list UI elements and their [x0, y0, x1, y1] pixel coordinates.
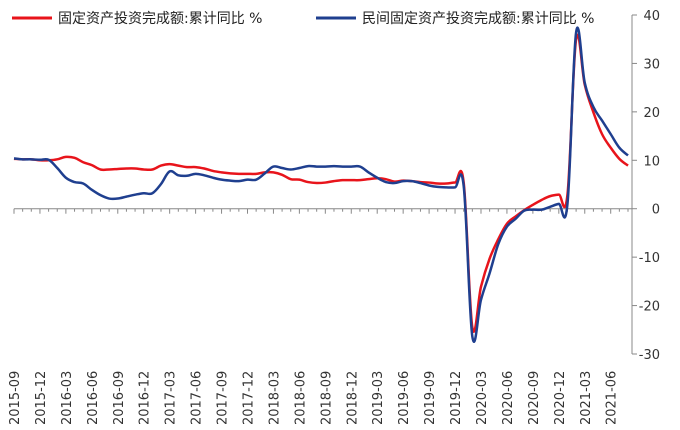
x-tick-label: 2018-12 — [345, 371, 360, 425]
y-tick-label: 0 — [652, 203, 660, 218]
y-tick-label: 20 — [643, 106, 660, 121]
x-tick-label: 2015-09 — [8, 371, 23, 425]
x-tick-label: 2016-09 — [112, 371, 127, 425]
x-tick-label: 2015-12 — [34, 371, 49, 425]
y-tick-label: -10 — [639, 251, 660, 266]
series-line-private-fixed-asset-investment — [13, 26, 629, 343]
series-lines — [13, 26, 629, 343]
x-tick-label: 2021-06 — [605, 371, 620, 425]
x-tick-label: 2020-06 — [501, 371, 516, 425]
x-tick-label: 2020-09 — [527, 371, 542, 425]
y-tick-label: -30 — [639, 348, 660, 363]
x-tick-label: 2017-06 — [190, 371, 205, 425]
x-tick-label: 2021-03 — [579, 371, 594, 425]
x-tick-label: 2018-06 — [293, 371, 308, 425]
y-tick-label: 10 — [643, 154, 660, 169]
x-tick-label: 2017-12 — [241, 371, 256, 425]
x-tick-label: 2016-12 — [138, 371, 153, 425]
x-tick-label: 2020-12 — [553, 371, 568, 425]
legend-label-private-fixed-asset-investment: 民间固定资产投资完成额:累计同比 % — [362, 11, 594, 27]
y-tick-label: -20 — [639, 300, 660, 315]
x-tick-label: 2016-06 — [86, 371, 101, 425]
x-tick-label: 2018-03 — [267, 371, 282, 425]
x-tick-label: 2019-03 — [371, 371, 386, 425]
legend-item-private-fixed-asset-investment: 民间固定资产投资完成额:累计同比 % — [316, 11, 594, 27]
x-tick-label: 2019-09 — [423, 371, 438, 425]
legend: 固定资产投资完成额:累计同比 % 民间固定资产投资完成额:累计同比 % — [12, 11, 594, 27]
x-tick-label: 2017-09 — [216, 371, 231, 425]
x-tick-label: 2018-09 — [319, 371, 334, 425]
axes: 40 30 20 10 0 -10 -20 -30 2015-09 2015-12 2016-03 2… — [8, 9, 660, 425]
x-tick-label: 2019-06 — [397, 371, 412, 425]
legend-label-fixed-asset-investment: 固定资产投资完成额:累计同比 % — [58, 11, 262, 27]
x-tick-label: 2020-03 — [475, 371, 490, 425]
x-tick-label: 2019-12 — [449, 371, 464, 425]
x-tick-label: 2017-03 — [164, 371, 179, 425]
legend-item-fixed-asset-investment: 固定资产投资完成额:累计同比 % — [12, 11, 262, 27]
series-line-fixed-asset-investment — [13, 33, 629, 333]
y-tick-label: 30 — [643, 57, 660, 72]
x-tick-label: 2016-03 — [60, 371, 75, 425]
y-tick-label: 40 — [643, 9, 660, 24]
